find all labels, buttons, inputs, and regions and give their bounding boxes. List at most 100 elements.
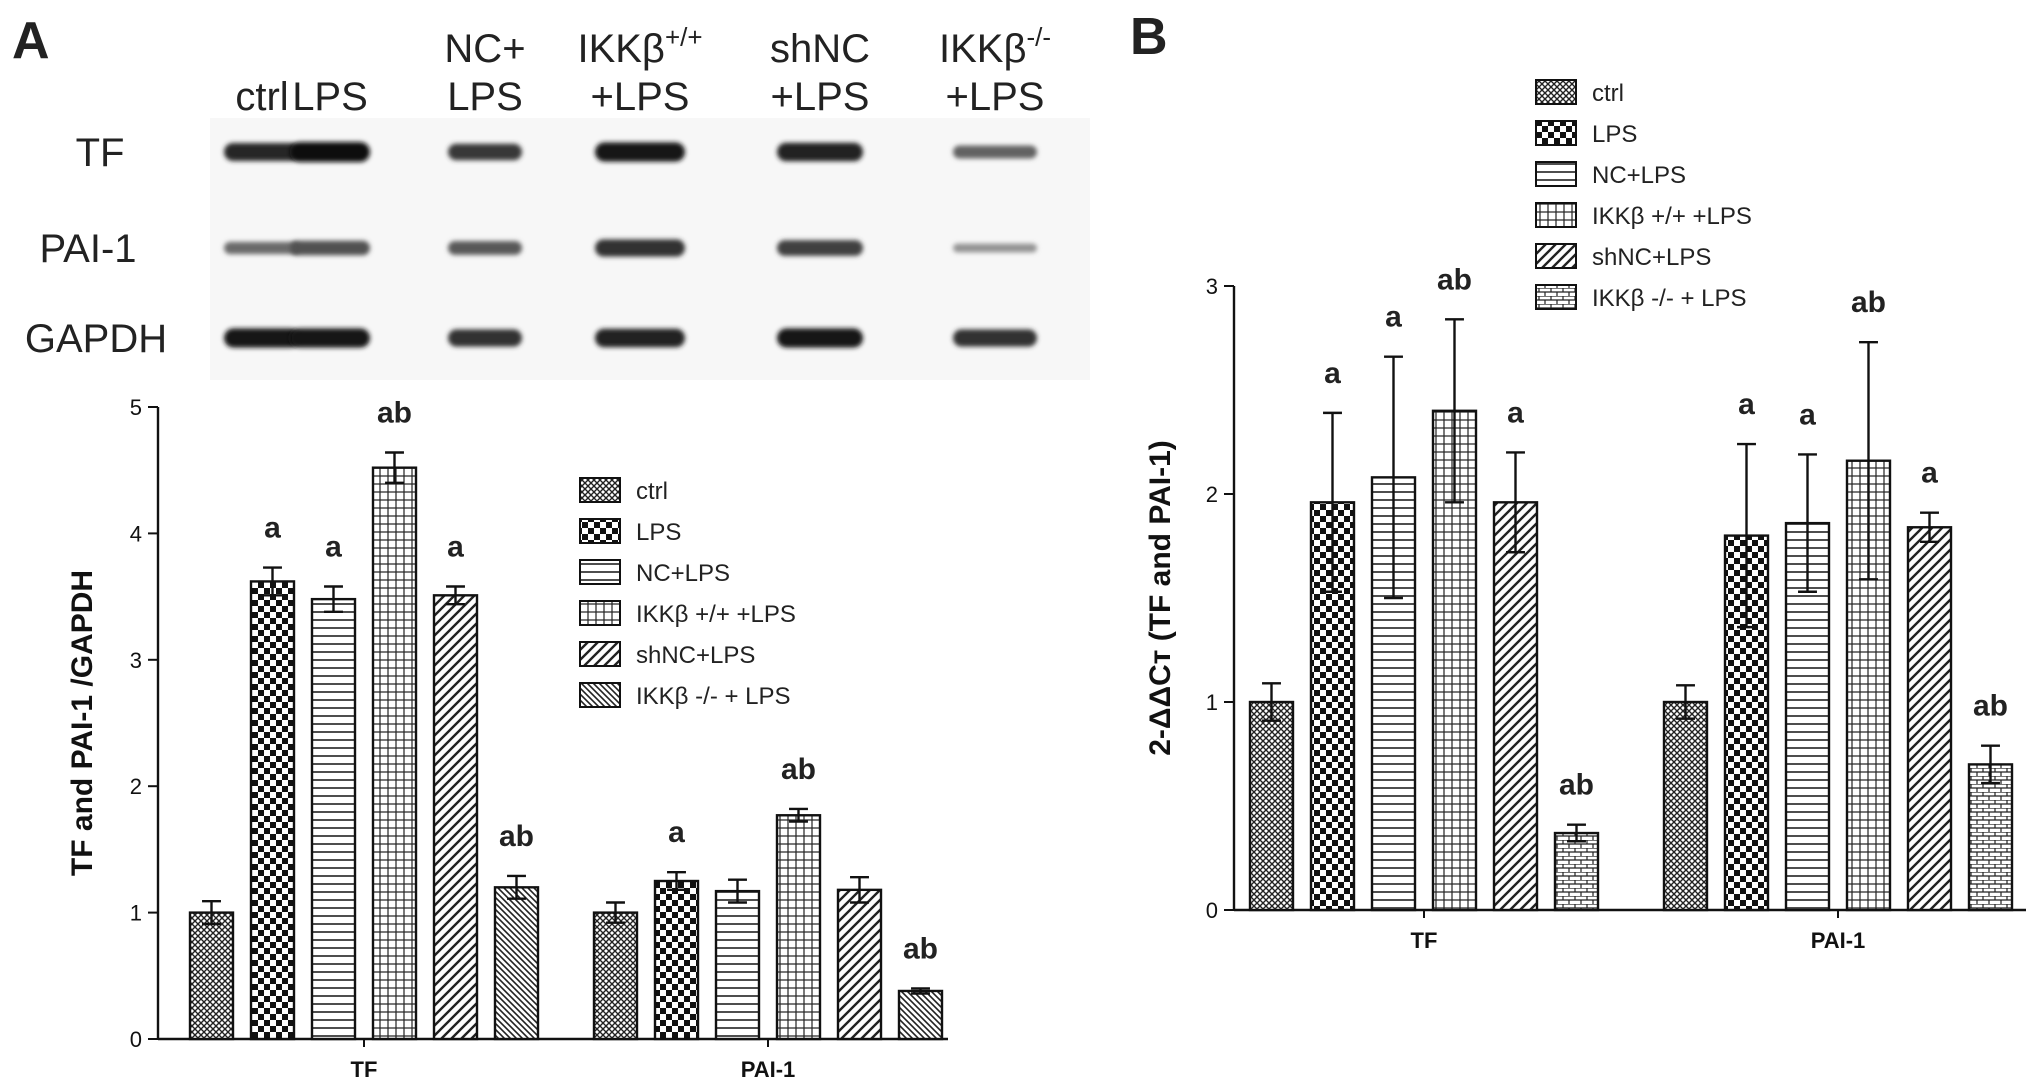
legend-label-ikk-lps: IKKβ +/+ +LPS	[636, 601, 796, 628]
error-bar-tf-lps	[263, 566, 282, 597]
blot-band-tf-1	[224, 143, 300, 161]
blot-rows: TF PAI-1 GAPDH	[25, 131, 1037, 361]
error-bar-tf-lps	[1323, 411, 1342, 593]
y-tick-label-1: 1	[130, 901, 142, 926]
blot-band-gapdh-6	[953, 329, 1037, 347]
error-bar-pai-1-ctrl	[606, 901, 625, 924]
blot-band-tf-2	[290, 142, 370, 162]
bar-pai-1-shnc-lps	[1906, 526, 1953, 912]
significance-label-tf-ikk-lps: ab	[377, 397, 412, 430]
significance-label-pai-1-ikk-lps: ab	[903, 932, 938, 965]
blot-band-tf-4	[595, 142, 685, 162]
blot-band-pai-1-1	[224, 241, 300, 255]
error-bar-tf-nc-lps	[1384, 355, 1403, 600]
error-bar-tf-nc-lps	[324, 585, 343, 613]
bar-pai-1-ctrl	[592, 911, 639, 1041]
bar-pai-1-nc-lps	[714, 889, 761, 1041]
error-bar-pai-1-ikk-lps	[911, 987, 930, 995]
bar-tf-ctrl	[188, 911, 235, 1041]
y-tick-label-0: 0	[1206, 898, 1218, 923]
bar-tf-shnc-lps	[432, 594, 479, 1041]
y-tick-label-1: 1	[1206, 690, 1218, 715]
blot-row-label-gapdh: GAPDH	[25, 317, 167, 361]
blot-row-label-tf: TF	[76, 131, 125, 175]
error-bar-pai-1-shnc-lps	[850, 876, 869, 904]
significance-label-pai-1-ikk-lps: ab	[1973, 690, 2008, 723]
legend-label-ikk-lps: IKKβ -/- + LPS	[636, 683, 791, 710]
bar-pai-1-shnc-lps	[836, 888, 883, 1041]
y-tick-label-2: 2	[1206, 482, 1218, 507]
blot-lane-label-5: shNC +LPS	[770, 27, 870, 119]
significance-label-tf-shnc-lps: a	[447, 530, 464, 563]
error-bar-tf-ikk-lps	[385, 451, 404, 485]
blot-band-gapdh-4	[595, 328, 685, 348]
blot-band-pai-1-4	[595, 239, 685, 257]
x-category-label-tf: TF	[1411, 928, 1438, 953]
legend-swatch-ikk-lps	[579, 600, 621, 626]
legend-label-lps: LPS	[636, 519, 681, 546]
bar-pai-1-ikk-lps	[897, 989, 944, 1041]
bar-tf-ctrl	[1248, 700, 1295, 912]
blot-band-pai-1-5	[777, 240, 863, 256]
y-axis-title: 2-ΔΔCт (TF and PAI-1)	[1144, 440, 1177, 756]
blot-lane-label-4: IKKβ+/+ +LPS	[577, 22, 702, 119]
legend-label-shnc-lps: shNC+LPS	[636, 642, 755, 669]
y-tick-label-3: 3	[130, 648, 142, 673]
blot-band-tf-3	[448, 143, 522, 161]
legend-swatch-lps	[1535, 120, 1577, 146]
y-tick-label-4: 4	[130, 521, 142, 546]
legend-label-lps: LPS	[1592, 121, 1637, 148]
blot-band-tf-6	[953, 145, 1037, 159]
legend-swatch-lps	[579, 518, 621, 544]
legend-swatch-shnc-lps	[1535, 243, 1577, 269]
x-category-label-pai-1: PAI-1	[741, 1057, 796, 1082]
bar-pai-1-ikk-lps	[1967, 763, 2014, 912]
bar-pai-1-ctrl	[1662, 700, 1709, 912]
blot-lane-label-1: ctrl	[235, 75, 288, 119]
legend-swatch-ikk-lps	[1535, 284, 1577, 310]
legend-label-ikk-lps: IKKβ +/+ +LPS	[1592, 203, 1752, 230]
bar-tf-ikk-lps	[1553, 831, 1600, 912]
western-blot: ctrl LPS NC+ LPS IKKβ+/+ +LPS shNC +LPS IKKβ-/-+…	[25, 22, 1090, 380]
x-category-label-tf: TF	[351, 1057, 378, 1082]
x-category-label-pai-1: PAI-1	[1811, 928, 1866, 953]
significance-label-tf-ikk-lps: ab	[1437, 263, 1472, 296]
y-tick-label-5: 5	[130, 395, 142, 420]
error-bar-pai-1-lps	[1737, 442, 1756, 629]
legend-swatch-ikk-lps	[1535, 202, 1577, 228]
bar-tf-shnc-lps	[1492, 501, 1539, 912]
significance-label-tf-ikk-lps: ab	[1559, 769, 1594, 802]
error-bar-pai-1-nc-lps	[1798, 453, 1817, 593]
blot-lane-label-3: NC+ LPS	[444, 27, 525, 119]
legend-label-ctrl: ctrl	[636, 478, 668, 505]
significance-label-tf-ikk-lps: ab	[499, 820, 534, 853]
error-bar-tf-shnc-lps	[446, 585, 465, 606]
legend-swatch-ctrl	[579, 477, 621, 503]
y-tick-label-2: 2	[130, 774, 142, 799]
legend-swatch-nc-lps	[579, 559, 621, 585]
error-bar-pai-1-ikk-lps	[1981, 744, 2000, 785]
blot-band-pai-1-6	[953, 243, 1037, 253]
panel-a-letter: A	[12, 12, 50, 70]
legend-swatch-ikk-lps	[579, 682, 621, 708]
error-bar-pai-1-ctrl	[1676, 684, 1695, 720]
y-tick-label-0: 0	[130, 1027, 142, 1052]
legend-label-ikk-lps: IKKβ -/- + LPS	[1592, 285, 1747, 312]
significance-label-tf-shnc-lps: a	[1507, 396, 1524, 429]
error-bar-pai-1-nc-lps	[728, 878, 747, 904]
significance-label-tf-lps: a	[1324, 357, 1341, 390]
legend-label-ctrl: ctrl	[1592, 80, 1624, 107]
blot-band-gapdh-5	[777, 328, 863, 348]
y-tick-label-3: 3	[1206, 274, 1218, 299]
bar-pai-1-ikk-lps	[775, 814, 822, 1041]
error-bar-tf-ctrl	[202, 900, 221, 926]
significance-label-pai-1-ikk-lps: ab	[781, 753, 816, 786]
legend-label-nc-lps: NC+LPS	[636, 560, 730, 587]
bar-tf-ikk-lps	[493, 886, 540, 1041]
error-bar-pai-1-ikk-lps	[789, 807, 808, 823]
chart-b: 0 1 2 3 2-ΔΔCт (TF and PAI-1) TF a a ab a ab PAI-1 a…	[1144, 79, 2026, 953]
significance-label-tf-lps: a	[264, 512, 281, 545]
blot-band-pai-1-3	[448, 241, 522, 255]
legend-swatch-ctrl	[1535, 79, 1577, 105]
